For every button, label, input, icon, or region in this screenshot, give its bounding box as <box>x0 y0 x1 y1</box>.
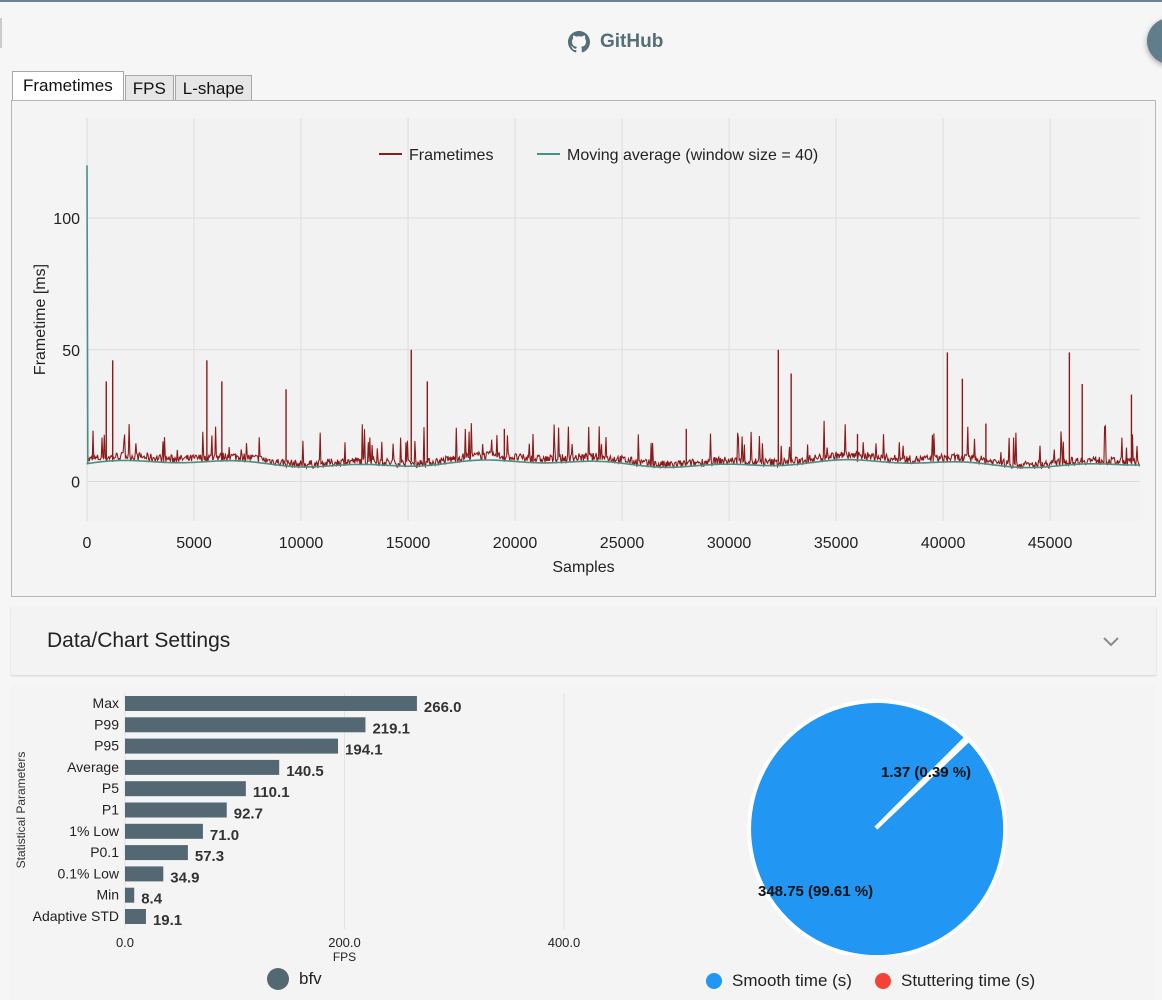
bar-value-label: 34.9 <box>170 869 199 886</box>
top-border <box>0 0 1162 2</box>
bar-x-tick-label: 0.0 <box>116 935 134 950</box>
x-axis-label: Samples <box>552 559 614 576</box>
left-edge-marker <box>0 18 2 48</box>
statistics-panel: 0.0 200.0 400.0 FPS Statistical Parameters Ma… <box>11 685 1156 1000</box>
bar-category-label: Average <box>67 759 119 775</box>
bar-legend-dot <box>267 968 289 990</box>
bar-x-tick-label: 400.0 <box>548 935 581 950</box>
frametime-chart-panel: 0 5000 10000 15000 20000 25000 30000 35000 40000… <box>11 100 1156 597</box>
bar-value-label: 19.1 <box>153 912 182 929</box>
pie-legend-label-stutter: Stuttering time (s) <box>901 971 1036 990</box>
stat-bar <box>125 759 280 775</box>
stat-bar <box>125 823 203 839</box>
stat-bar <box>125 909 146 924</box>
pie-legend-label-smooth: Smooth time (s) <box>732 971 852 990</box>
pie-legend-dot-smooth <box>706 973 722 989</box>
pie-legend-smooth[interactable]: Smooth time (s) <box>706 971 852 991</box>
stat-bar <box>125 866 164 882</box>
x-tick-label: 5000 <box>176 535 212 552</box>
bar-category-label: Adaptive STD <box>33 908 119 924</box>
chevron-down-icon[interactable] <box>1102 632 1120 650</box>
bar-value-label: 71.0 <box>210 827 239 844</box>
bar-value-label: 110.1 <box>253 784 290 801</box>
x-tick-label: 20000 <box>493 535 538 552</box>
floating-action-button[interactable] <box>1147 18 1162 64</box>
stat-bar <box>125 845 188 861</box>
pie-label-stutter: 1.37 (0.39 %) <box>881 764 971 781</box>
tab-fps[interactable]: FPS <box>124 75 174 103</box>
legend-label-moving-average: Moving average (window size = 40) <box>567 147 818 164</box>
bar-legend[interactable]: bfv <box>267 968 322 990</box>
legend-label-frametimes: Frametimes <box>409 147 493 164</box>
chart-settings-header[interactable]: Data/Chart Settings <box>11 607 1156 675</box>
stat-bar <box>125 802 227 818</box>
bar-x-axis-label: FPS <box>333 950 356 964</box>
settings-title: Data/Chart Settings <box>47 629 231 652</box>
moving-average-series <box>86 165 1140 469</box>
y-tick-label: 100 <box>53 211 80 228</box>
tab-l-shape[interactable]: L-shape <box>174 75 253 103</box>
stat-bar <box>125 717 366 733</box>
frametime-chart: 0 5000 10000 15000 20000 25000 30000 35000 40000… <box>32 118 1141 576</box>
x-tick-label: 30000 <box>707 535 752 552</box>
bar-value-label: 266.0 <box>424 699 462 716</box>
pie-legend-dot-stutter <box>875 973 891 989</box>
x-tick-label: 35000 <box>814 535 859 552</box>
statistics-bar-chart: 0.0 200.0 400.0 FPS Statistical Parameters Ma… <box>14 693 581 964</box>
bar-legend-label: bfv <box>299 969 322 988</box>
y-tick-label: 0 <box>71 474 80 491</box>
bar-category-label: 0.1% Low <box>58 865 120 881</box>
bar-value-label: 140.5 <box>286 763 324 780</box>
frametimes-series <box>86 420 1141 470</box>
x-tick-label: 10000 <box>279 535 324 552</box>
stat-bar <box>125 781 246 797</box>
x-tick-label: 15000 <box>386 535 431 552</box>
bar-value-label: 92.7 <box>234 806 263 823</box>
bar-category-label: P95 <box>94 738 119 754</box>
stat-bar <box>125 696 417 711</box>
bar-category-label: P1 <box>102 802 119 818</box>
x-tick-label: 25000 <box>600 535 645 552</box>
bar-category-label: P0.1 <box>90 844 119 860</box>
github-icon <box>568 31 590 53</box>
bar-value-label: 219.1 <box>372 720 410 737</box>
y-tick-label: 50 <box>62 343 80 360</box>
stutter-pie-chart: 1.37 (0.39 %) 348.75 (99.61 %) <box>747 699 1008 955</box>
bar-category-label: Min <box>96 887 119 903</box>
x-tick-label: 45000 <box>1028 535 1073 552</box>
bar-y-axis-label: Statistical Parameters <box>14 752 28 869</box>
github-label: GitHub <box>600 31 664 52</box>
bar-value-label: 8.4 <box>141 891 163 908</box>
bar-value-label: 57.3 <box>195 848 224 865</box>
bar-category-label: P5 <box>102 780 119 796</box>
bar-value-label: 194.1 <box>345 742 383 759</box>
bar-x-tick-label: 200.0 <box>328 935 361 950</box>
bar-category-label: Max <box>93 695 119 711</box>
tab-frametimes[interactable]: Frametimes <box>12 71 124 103</box>
pie-slice-stutter <box>874 734 972 830</box>
x-tick-label: 0 <box>83 535 92 552</box>
chart-tabs: Frametimes FPS L-shape <box>12 71 253 103</box>
y-axis-label: Frametime [ms] <box>32 264 49 375</box>
stat-bar <box>125 887 135 903</box>
stat-bar <box>125 738 339 754</box>
bar-category-label: P99 <box>94 716 119 732</box>
github-link[interactable]: GitHub <box>568 31 663 53</box>
x-tick-label: 40000 <box>921 535 966 552</box>
bar-category-label: 1% Low <box>69 823 120 839</box>
plot-area <box>87 118 1140 521</box>
pie-legend-stutter[interactable]: Stuttering time (s) <box>875 971 1035 991</box>
pie-label-smooth: 348.75 (99.61 %) <box>758 883 873 900</box>
